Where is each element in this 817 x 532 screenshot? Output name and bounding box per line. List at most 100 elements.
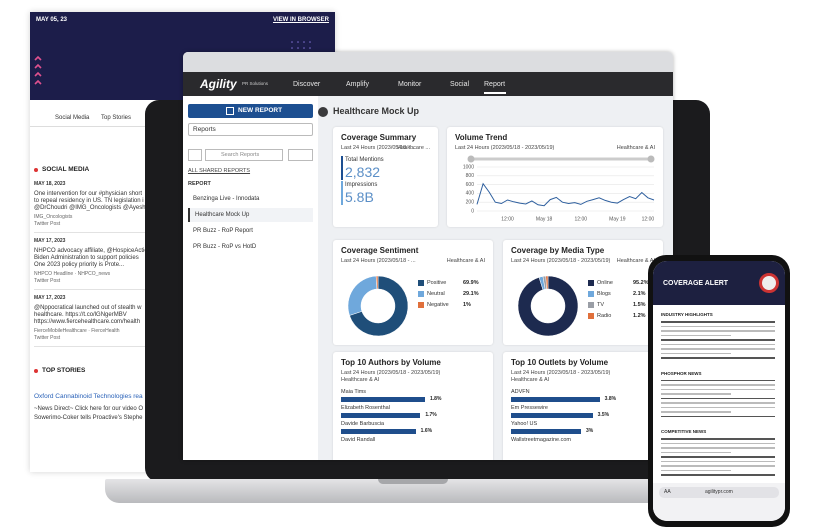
new-report-button[interactable]: NEW REPORT <box>188 104 313 118</box>
text-line <box>661 325 775 328</box>
text-line <box>661 447 775 449</box>
donut-slice <box>545 275 549 290</box>
legend-swatch <box>588 313 594 319</box>
post-text: healthcare. https://t.co/lGNgerMBV <box>34 312 127 318</box>
authors-card: Top 10 Authors by Volume Last 24 Hours (2… <box>333 352 493 460</box>
text-line <box>661 343 775 346</box>
text-line <box>661 451 731 454</box>
report-item[interactable]: PR Buzz - RoP vs HotD <box>188 240 313 254</box>
text-line <box>661 415 775 418</box>
sentiment-card: Coverage Sentiment Last 24 Hours (2023/05… <box>333 240 493 345</box>
donut-slice <box>375 275 379 290</box>
nav-item[interactable]: Discover <box>293 81 321 88</box>
legend-label: TV <box>597 302 605 308</box>
filter-button[interactable] <box>188 149 202 161</box>
brand[interactable]: Agility <box>200 77 237 91</box>
story-title[interactable]: Oxford Cannabinoid Technologies rea <box>34 393 143 400</box>
bar <box>341 397 425 402</box>
metric-label: Impressions <box>345 182 378 188</box>
legend-value: 1% <box>463 302 471 308</box>
url: agilitypr.com <box>705 489 733 495</box>
card-subtitle: Last 24 Hours (2023/05/18 - ... <box>341 258 416 264</box>
post-text: https://www.fiercehealthcare.com/health <box>34 319 141 325</box>
card-subtitle: Last 24 Hours (2023/05/18 - 2023/05/19) <box>341 370 441 376</box>
shared-reports-link[interactable]: ALL SHARED REPORTS <box>188 168 251 174</box>
legend-value: 1.2% <box>633 313 646 319</box>
card-title: Coverage Sentiment <box>341 246 419 255</box>
donut-slice <box>517 275 579 337</box>
text-line <box>661 469 731 472</box>
legend-value: 69.9% <box>463 280 479 286</box>
section-heading: PHOSPHOR NEWS <box>661 370 702 376</box>
y-tick-label: 200 <box>466 200 475 206</box>
section-heading: TOP STORIES <box>42 367 86 374</box>
bullet <box>34 369 38 373</box>
brand-sub: PR Solutions <box>242 81 269 86</box>
post-text: Biden Administration to support policies <box>34 255 139 261</box>
post-source: NHPCO Headline · NHPCO_news <box>34 271 111 277</box>
x-tick-label: 12:00 <box>501 216 514 222</box>
browser-bar: AA agilitypr.com <box>653 483 785 521</box>
card-title: Top 10 Authors by Volume <box>341 358 441 367</box>
text-line <box>661 348 775 350</box>
volume-card: Volume Trend Last 24 Hours (2023/05/18 - … <box>447 127 663 227</box>
page-title: Healthcare Mock Up <box>333 106 420 116</box>
legend-label: Negative <box>427 302 449 308</box>
bar-value: 1.6% <box>420 428 433 434</box>
tab[interactable]: Top Stories <box>101 115 132 121</box>
reports-select[interactable]: Reports <box>188 123 313 136</box>
text-line <box>661 438 775 440</box>
report-item[interactable]: Healthcare Mock Up <box>188 208 313 222</box>
text-line <box>661 442 775 445</box>
post-text: to repeal residency in US. TN legislatio… <box>34 198 144 204</box>
story-text: Sowerimo-Coker tells Proactive's Stephe <box>34 415 143 421</box>
bar-value: 1.7% <box>425 412 437 418</box>
back-button[interactable] <box>318 107 328 117</box>
report-name: Healthcare Mock Up <box>195 212 250 218</box>
card-tag: Healthcare ... <box>397 145 430 151</box>
metric-value: 5.8B <box>345 189 374 205</box>
logo-badge <box>759 273 779 293</box>
newsletter-date: MAY 05, 23 <box>36 17 68 23</box>
donut-chart <box>517 275 579 337</box>
url-pill[interactable]: AA agilitypr.com <box>659 487 779 498</box>
bar-value: 3.8% <box>604 396 617 402</box>
card-subtitle: Last 24 Hours (2023/05/18 - 2023/05/19) <box>511 370 611 376</box>
search-box[interactable]: Search Reports <box>205 149 283 161</box>
post-source: FierceMobileHealthcare · FierceHealth <box>34 328 120 334</box>
sort-button[interactable] <box>288 149 313 161</box>
y-tick-label: 400 <box>466 191 475 197</box>
legend-value: 29.1% <box>463 291 479 297</box>
text-line <box>661 393 731 395</box>
nav-item[interactable]: Report <box>484 81 506 88</box>
legend-label: Online <box>597 280 613 286</box>
metric-value: 2,832 <box>345 164 381 180</box>
plus-icon <box>226 107 234 115</box>
card-tag: Healthcare & AI <box>616 258 655 264</box>
line-chart: 0 200 400 600 800 1000 12:00 May 18 12:00 May 19 1… <box>463 155 655 222</box>
nav-item[interactable]: Amplify <box>346 81 369 88</box>
y-tick-label: 800 <box>466 173 475 179</box>
text-size-button[interactable]: AA <box>664 489 671 495</box>
legend-value: 95.2% <box>633 280 649 286</box>
list-heading: REPORT <box>188 181 211 187</box>
metric-bar <box>341 181 343 205</box>
legend-swatch <box>418 280 424 286</box>
bar <box>511 413 593 418</box>
tab[interactable]: Social Media <box>55 115 90 121</box>
text-line <box>661 334 731 337</box>
select-value: Reports <box>193 126 216 133</box>
card-tag: Healthcare & AI <box>446 258 485 264</box>
nav-item[interactable]: Social <box>450 81 470 88</box>
report-item[interactable]: PR Buzz - RoP Report <box>188 224 313 238</box>
y-tick-label: 600 <box>466 182 475 188</box>
slider-handle <box>467 155 475 163</box>
text-line <box>661 465 775 467</box>
nav-item[interactable]: Monitor <box>398 81 422 88</box>
card-subtitle: Last 24 Hours (2023/05/18 - 2023/05/19) <box>455 145 555 151</box>
slider-handle <box>647 155 655 163</box>
bar-label: ADVFN <box>511 389 530 395</box>
text-line <box>661 474 775 476</box>
view-in-browser-link[interactable]: VIEW IN BROWSER <box>272 17 329 23</box>
report-item[interactable]: Benzinga Live - Innodata <box>188 192 313 206</box>
